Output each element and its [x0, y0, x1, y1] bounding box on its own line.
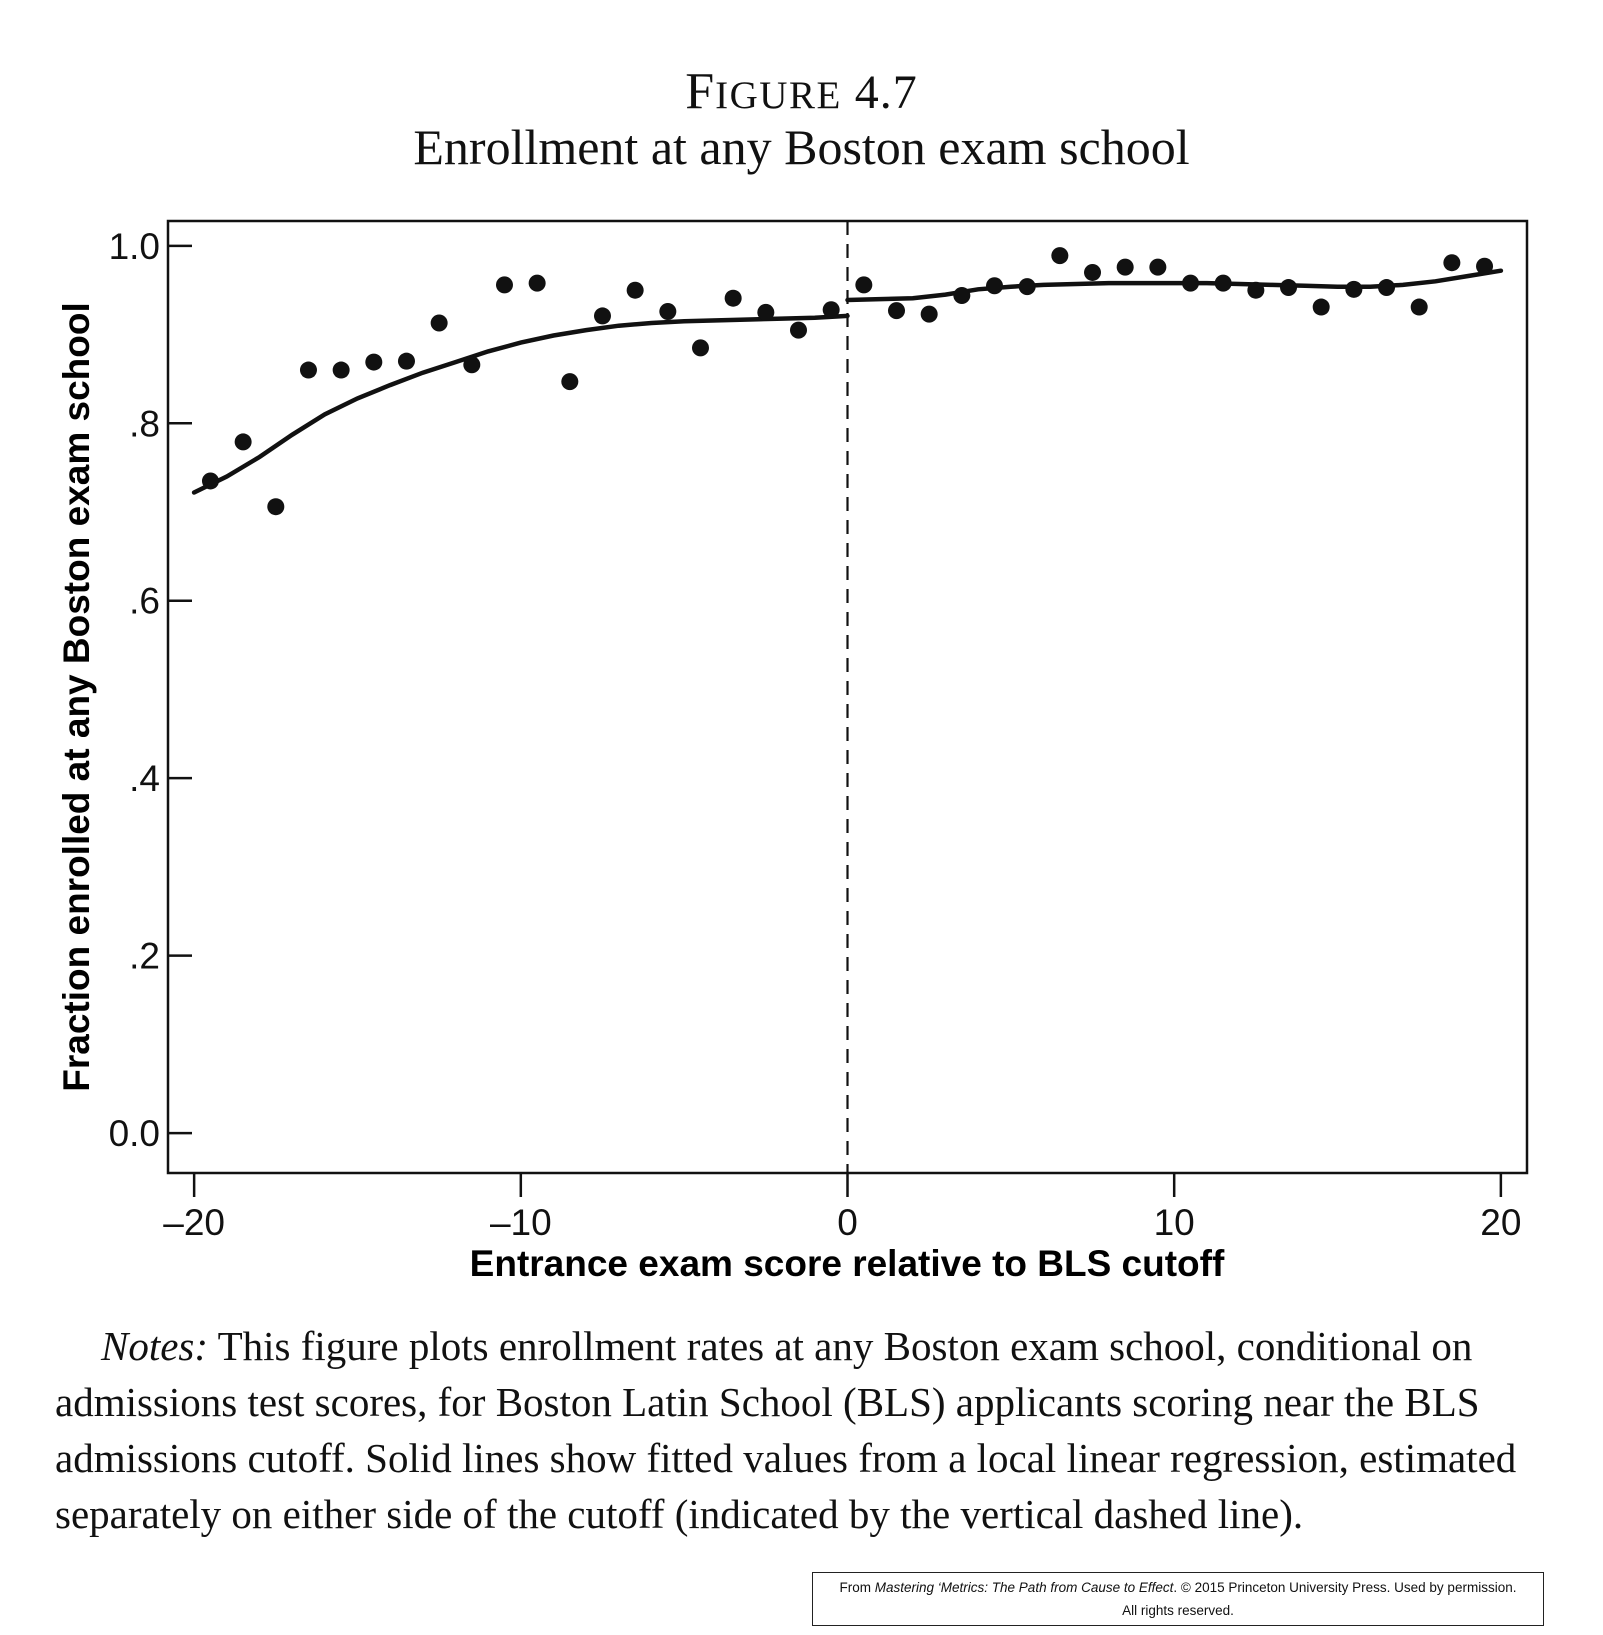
data-point [822, 301, 840, 319]
data-point [1476, 257, 1494, 275]
data-point [463, 356, 481, 374]
data-point [495, 276, 513, 294]
y-tick-label: 1.0 [109, 226, 160, 267]
data-point [1443, 254, 1461, 272]
data-point [1018, 278, 1036, 296]
data-point [1312, 298, 1330, 316]
x-axis: –20 –10 0 10 20 [163, 1173, 1521, 1243]
y-axis-label: Fraction enrolled at any Boston exam sch… [56, 302, 97, 1092]
x-tick-label: 0 [837, 1202, 858, 1243]
data-point [659, 302, 677, 320]
data-point [267, 498, 285, 516]
data-point [365, 353, 383, 371]
credit-box: From Mastering ‘Metrics: The Path from C… [812, 1572, 1544, 1626]
y-tick-label: .4 [129, 758, 160, 799]
data-point [561, 373, 579, 391]
data-point [1410, 298, 1428, 316]
data-point [789, 321, 807, 339]
data-point [626, 281, 644, 299]
x-axis-label: Entrance exam score relative to BLS cuto… [470, 1243, 1225, 1284]
data-point [1149, 258, 1167, 276]
figure-title: Enrollment at any Boston exam school [413, 119, 1190, 175]
x-tick-label: –10 [490, 1202, 552, 1243]
data-point [1051, 247, 1069, 265]
data-point [1182, 274, 1200, 292]
data-point [1116, 258, 1134, 276]
data-point [888, 302, 906, 320]
credit-book: Mastering ‘Metrics: The Path from Cause … [874, 1580, 1174, 1595]
data-point [430, 314, 448, 332]
credit-suffix: . © 2015 Princeton University Press. Use… [1173, 1580, 1517, 1595]
y-tick-label: .2 [129, 936, 160, 977]
notes-text: This figure plots enrollment rates at an… [55, 1323, 1517, 1537]
data-point [1378, 279, 1396, 297]
x-tick-label: 10 [1154, 1202, 1195, 1243]
data-points [201, 247, 1494, 516]
data-point [201, 472, 219, 490]
credit-line2: All rights reserved. [1122, 1603, 1234, 1618]
data-point [1247, 281, 1265, 299]
data-point [1084, 263, 1102, 281]
data-point [757, 303, 775, 321]
data-point [1280, 279, 1298, 297]
fit-line-left [191, 313, 850, 495]
notes-lead: Notes: [101, 1323, 209, 1369]
data-point [920, 305, 938, 323]
data-point [593, 307, 611, 325]
figure-notes: Notes: This figure plots enrollment rate… [55, 1318, 1535, 1542]
data-point [528, 274, 546, 292]
data-point [1345, 280, 1363, 298]
scatter-chart: 0.0 .2 .4 .6 .8 1.0 –20 –10 0 10 20 Entrance exam… [56, 219, 1529, 1284]
figure-label-rest: IGURE [715, 74, 842, 117]
y-tick-label: 0.0 [109, 1113, 160, 1154]
data-point [691, 339, 709, 357]
y-tick-label: .6 [129, 581, 160, 622]
data-point [397, 352, 415, 370]
figure-label: FIGURE 4.7 [685, 63, 918, 120]
y-tick-label: .8 [129, 403, 160, 444]
x-tick-label: 20 [1480, 1202, 1521, 1243]
data-point [724, 289, 742, 307]
fit-line-right [845, 268, 1504, 303]
credit-prefix: From [839, 1580, 875, 1595]
x-tick-label: –20 [163, 1202, 225, 1243]
data-point [986, 277, 1004, 295]
data-point [332, 361, 350, 379]
data-point [234, 433, 252, 451]
data-point [299, 361, 317, 379]
figure-number: 4.7 [854, 66, 918, 119]
data-point [953, 287, 971, 305]
y-axis: 0.0 .2 .4 .6 .8 1.0 [109, 226, 192, 1154]
data-point [855, 276, 873, 294]
data-point [1214, 274, 1232, 292]
